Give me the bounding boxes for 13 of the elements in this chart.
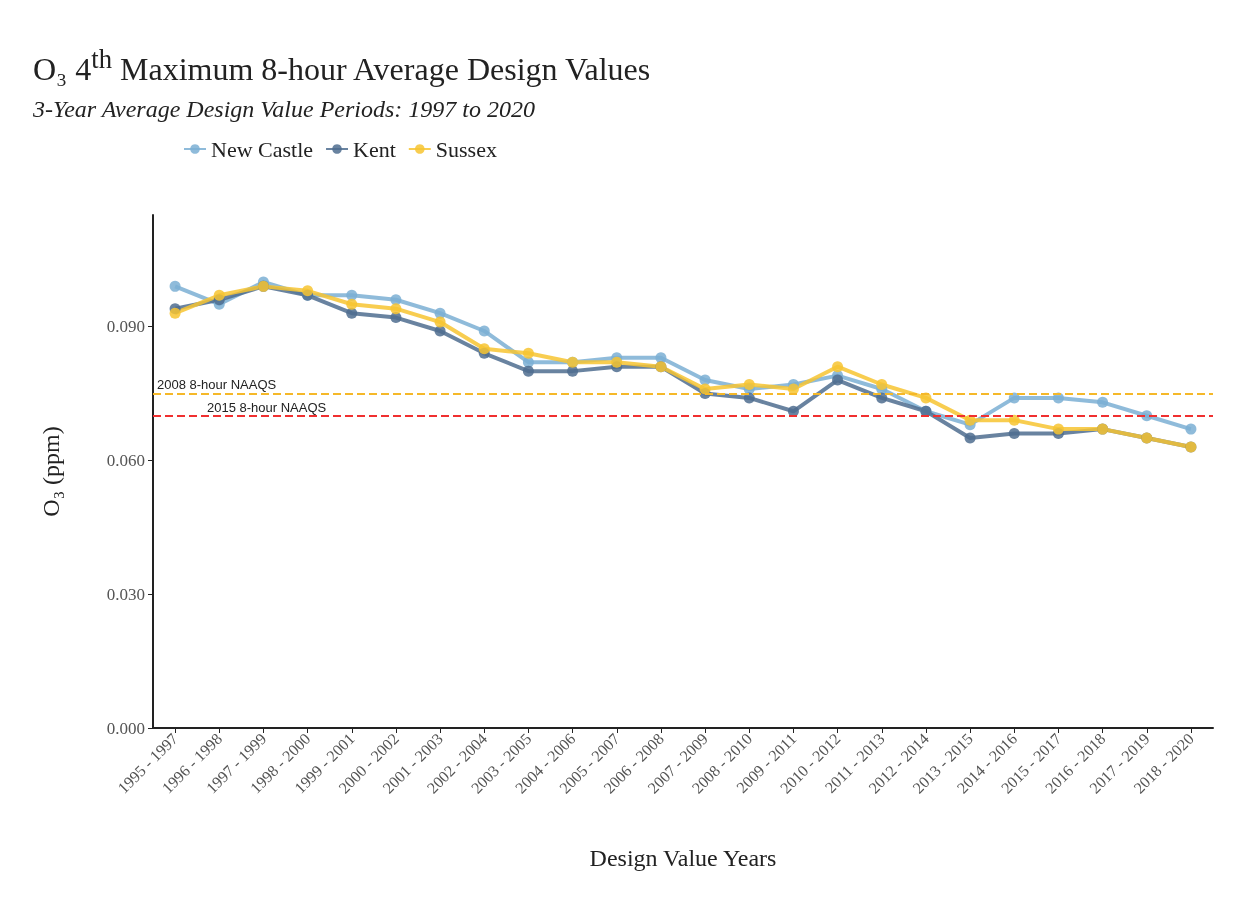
x-axis-title: Design Value Years: [589, 844, 777, 871]
y-axis-title: O₃ (ppm): [38, 425, 64, 517]
y-tick-label: 0.090: [106, 316, 145, 336]
legend-label: New Castle: [211, 136, 314, 162]
y-tick-label: 0.030: [106, 584, 145, 604]
legend-label: Sussex: [435, 136, 497, 162]
ref-line-label: 2015 8-hour NAAQS: [207, 399, 327, 415]
y-tick-label: 0.000: [106, 718, 145, 738]
y-tick-label: 0.060: [106, 450, 145, 470]
chart-subtitle: 3-Year Average Design Value Periods: 1997 to 2020: [32, 94, 536, 123]
chart-title: O₃ 4$^{th}$ Maximum 8-hour Average Design Values: [32, 43, 652, 88]
legend-label: Kent: [353, 136, 396, 162]
ref-line-label: 2008 8-hour NAAQS: [157, 377, 277, 393]
